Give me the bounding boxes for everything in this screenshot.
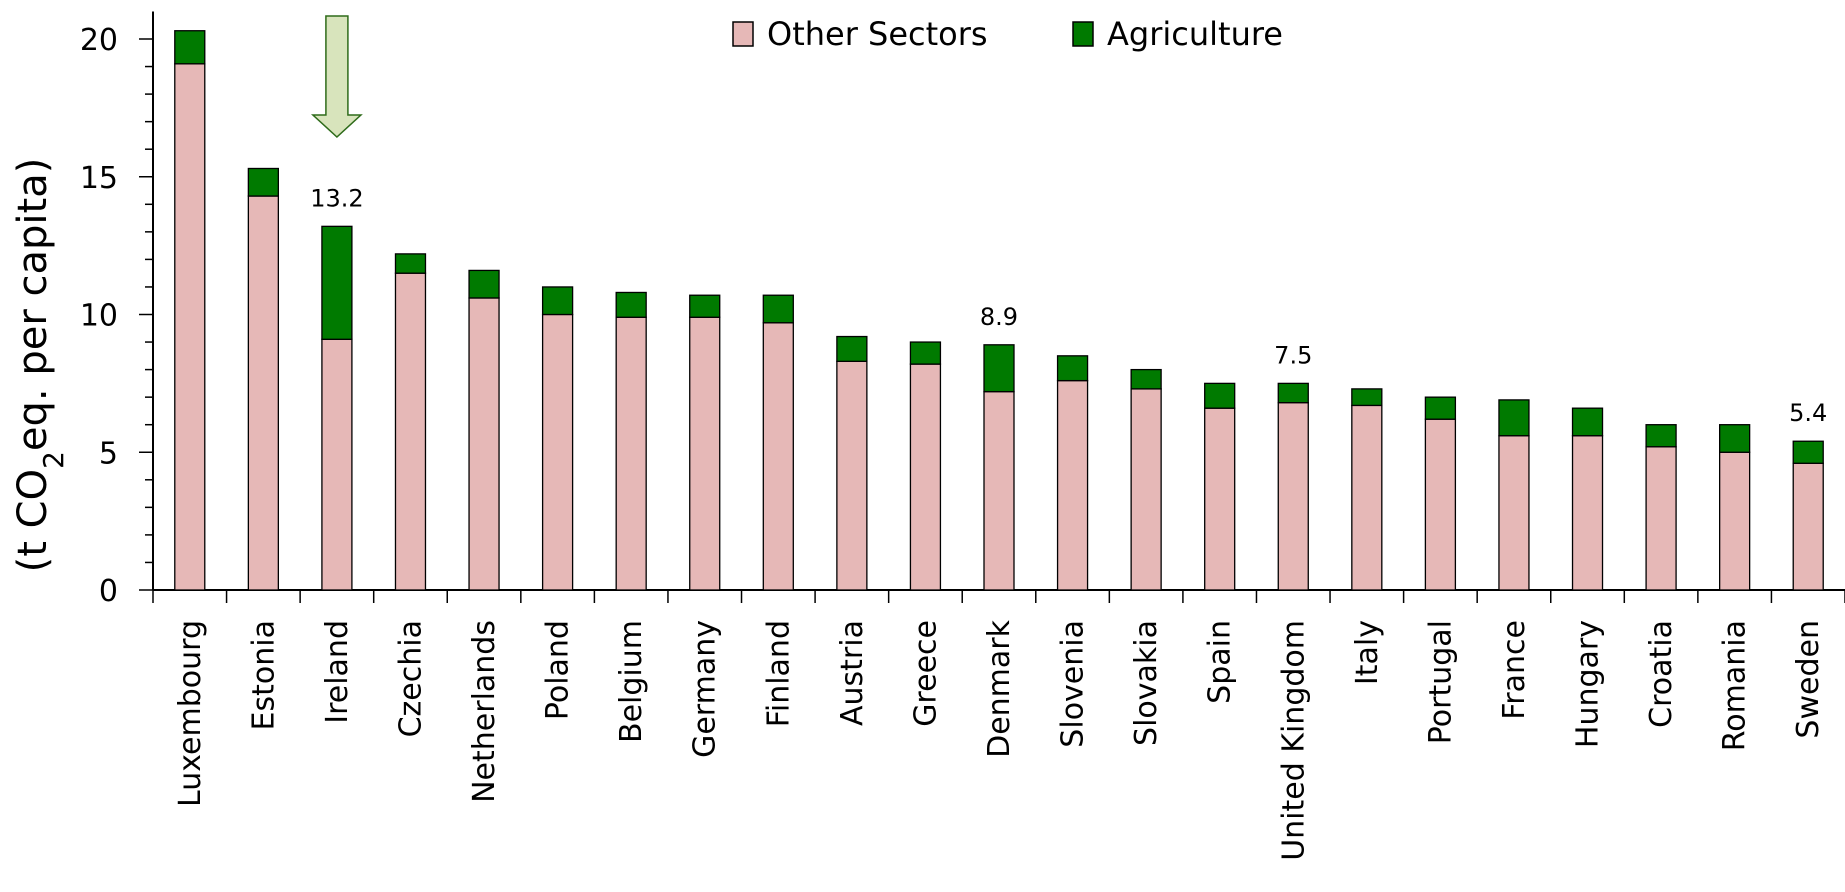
category-label-united-kingdom: United Kingdom [1276, 620, 1311, 861]
bar-other-sectors-france [1498, 435, 1530, 591]
bar-agriculture-romania [1719, 424, 1751, 453]
bar-agriculture-belgium [615, 291, 647, 318]
data-label-ireland: 13.2 [310, 184, 363, 212]
bar-agriculture-greece [909, 341, 942, 365]
bar-agriculture-united-kingdom [1277, 382, 1309, 404]
y-tick-label: 10 [80, 299, 118, 334]
bar-other-sectors-austria [836, 360, 868, 591]
data-label-denmark: 8.9 [980, 303, 1018, 331]
category-label-denmark: Denmark [982, 619, 1017, 758]
legend-swatch-other-sectors [732, 21, 754, 47]
bar-other-sectors-portugal [1424, 418, 1457, 591]
bar-other-sectors-poland [541, 313, 574, 591]
bar-agriculture-netherlands [468, 269, 500, 299]
bar-other-sectors-estonia [247, 195, 279, 591]
bar-other-sectors-spain [1204, 407, 1236, 591]
category-label-slovenia: Slovenia [1056, 620, 1091, 748]
bar-other-sectors-czechia [394, 272, 427, 591]
data-label-sweden: 5.4 [1789, 399, 1827, 427]
highlight-arrow [310, 15, 363, 139]
bar-agriculture-germany [689, 294, 721, 318]
bar-other-sectors-romania [1719, 451, 1751, 591]
legend-swatch-agriculture [1072, 21, 1094, 47]
category-label-sweden: Sweden [1791, 620, 1826, 739]
category-label-germany: Germany [688, 620, 723, 758]
bar-agriculture-sweden [1792, 440, 1824, 464]
bar-agriculture-slovakia [1130, 368, 1162, 390]
category-label-portugal: Portugal [1423, 620, 1458, 744]
bar-other-sectors-italy [1351, 404, 1383, 591]
y-tick-label: 20 [80, 23, 118, 58]
bar-other-sectors-germany [689, 316, 721, 591]
category-label-romania: Romania [1718, 620, 1753, 751]
bar-agriculture-spain [1204, 382, 1236, 409]
category-label-greece: Greece [908, 620, 943, 727]
bar-agriculture-croatia [1645, 424, 1677, 448]
data-labels: 13.2 8.9 7.5 5.4 [310, 184, 1827, 427]
bar-other-sectors-denmark [983, 390, 1015, 591]
bar-agriculture-austria [836, 335, 868, 362]
category-label-france: France [1497, 620, 1532, 720]
bar-agriculture-slovenia [1056, 355, 1089, 382]
bar-agriculture-czechia [394, 253, 427, 274]
category-label-croatia: Croatia [1644, 620, 1679, 728]
category-label-netherlands: Netherlands [467, 620, 502, 803]
bar-other-sectors-slovakia [1130, 388, 1162, 591]
bar-other-sectors-belgium [615, 316, 647, 591]
category-labels: Luxembourg Estonia Ireland Czechia Netherlan… [173, 619, 1826, 860]
category-label-austria: Austria [835, 620, 870, 726]
bar-other-sectors-greece [909, 363, 942, 591]
legend-label-agriculture: Agriculture [1107, 15, 1283, 53]
bar-agriculture-ireland [321, 225, 353, 340]
bars [174, 30, 1824, 591]
bar-agriculture-italy [1351, 388, 1383, 407]
bar-other-sectors-luxembourg [174, 63, 206, 591]
bar-agriculture-france [1498, 399, 1530, 437]
bar-agriculture-denmark [983, 344, 1015, 393]
down-arrow-icon [310, 15, 363, 139]
category-label-poland: Poland [541, 620, 576, 720]
category-label-czechia: Czechia [393, 620, 428, 737]
category-label-hungary: Hungary [1571, 620, 1606, 748]
data-label-united-kingdom: 7.5 [1274, 341, 1312, 369]
category-label-ireland: Ireland [320, 620, 355, 724]
category-label-spain: Spain [1203, 620, 1238, 704]
category-label-luxembourg: Luxembourg [173, 620, 208, 807]
category-label-slovakia: Slovakia [1129, 620, 1164, 746]
y-axis: 0 5 10 15 20 [80, 11, 154, 609]
category-label-estonia: Estonia [246, 620, 281, 730]
bar-agriculture-estonia [247, 167, 279, 197]
bar-other-sectors-netherlands [468, 297, 500, 591]
category-label-finland: Finland [761, 620, 796, 727]
bar-agriculture-finland [762, 294, 794, 324]
x-axis [152, 589, 1845, 603]
y-tick-label: 0 [99, 574, 118, 609]
category-label-italy: Italy [1350, 620, 1385, 685]
bar-agriculture-portugal [1424, 396, 1457, 420]
bar-other-sectors-ireland [321, 338, 353, 591]
bar-other-sectors-united-kingdom [1277, 402, 1309, 591]
legend-label-other-sectors: Other Sectors [767, 15, 988, 53]
y-axis-label: (t CO2eq. per capita) [10, 158, 70, 573]
bar-other-sectors-croatia [1645, 446, 1677, 591]
bar-agriculture-luxembourg [174, 30, 206, 65]
bar-other-sectors-sweden [1792, 462, 1824, 591]
bar-agriculture-hungary [1571, 407, 1604, 437]
bar-other-sectors-hungary [1571, 435, 1604, 591]
legend: Other Sectors Agriculture [732, 15, 1283, 53]
category-label-belgium: Belgium [614, 620, 649, 743]
bar-other-sectors-finland [762, 322, 794, 591]
bar-other-sectors-slovenia [1056, 379, 1089, 591]
y-tick-label: 5 [99, 436, 118, 471]
y-tick-label: 15 [80, 161, 118, 196]
bar-agriculture-poland [541, 286, 574, 316]
